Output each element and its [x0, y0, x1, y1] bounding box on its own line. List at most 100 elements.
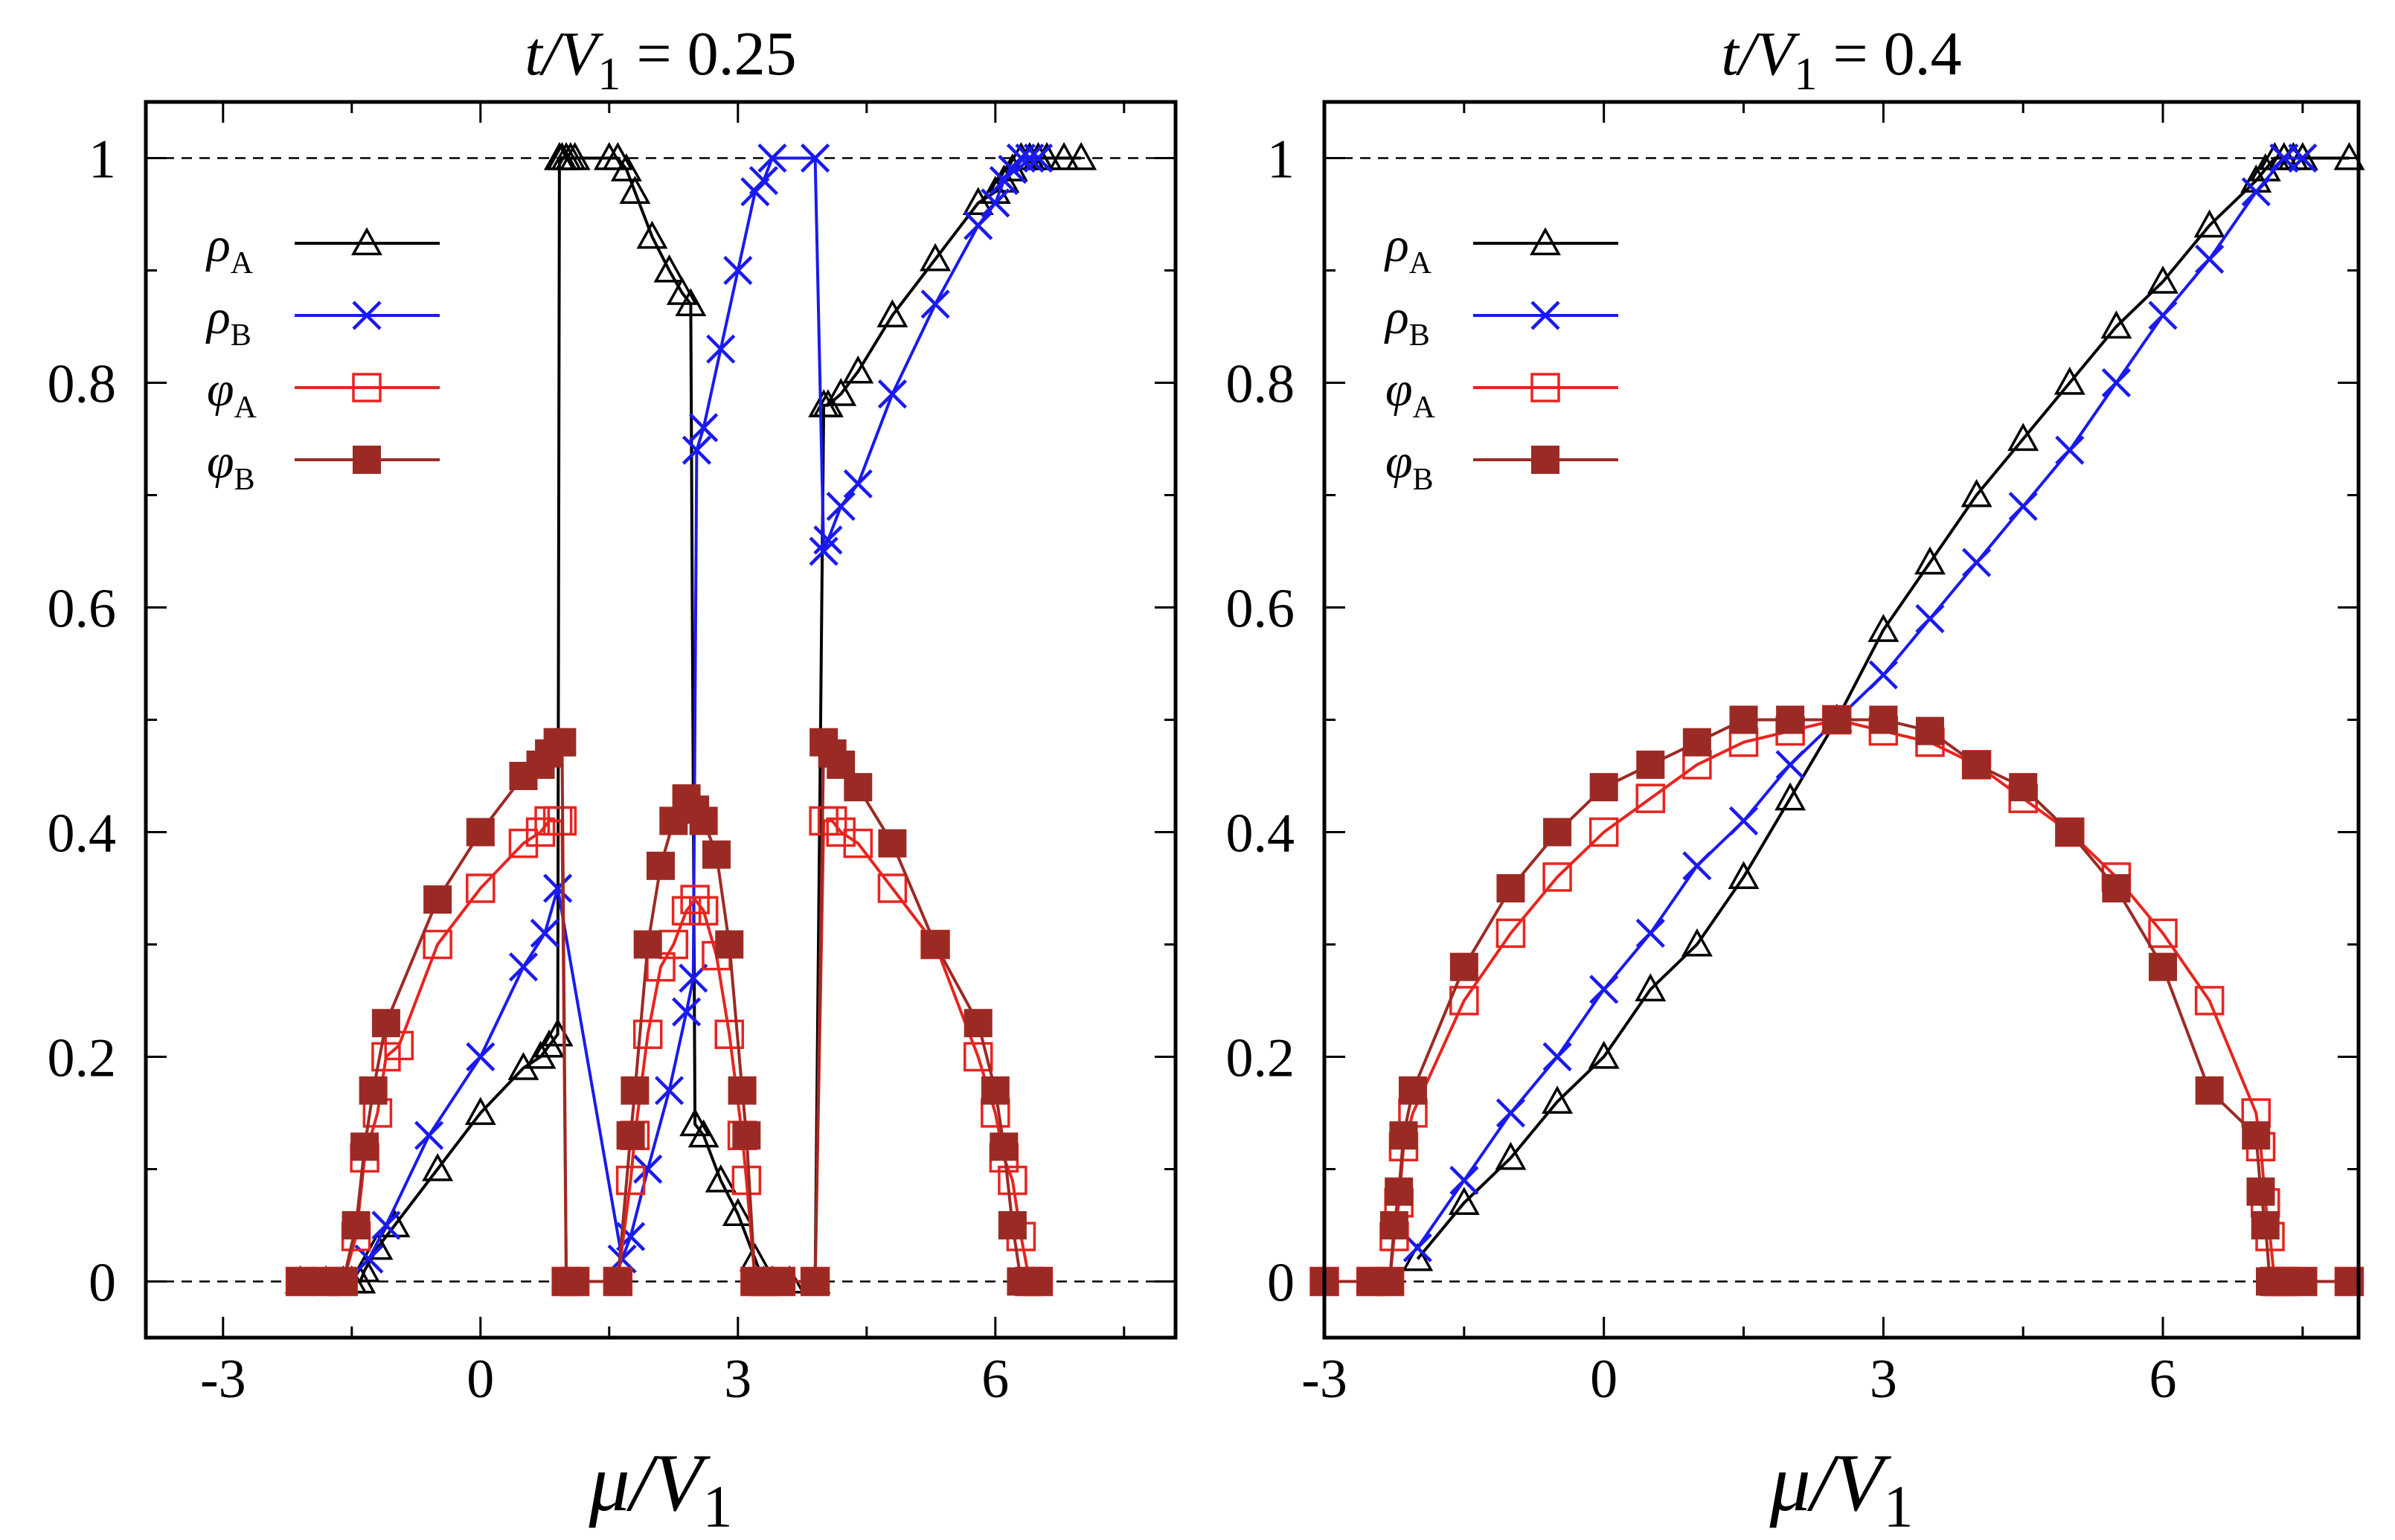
- series-b: [1310, 705, 2364, 1296]
- data-point-b: [1449, 1166, 1479, 1196]
- data-point-b: [423, 885, 452, 914]
- data-point-b: [1962, 750, 1991, 779]
- data-point-a: [2007, 423, 2039, 452]
- data-point-b: [1015, 143, 1045, 173]
- data-point-b: [1728, 806, 1759, 835]
- data-point-b: [801, 143, 830, 173]
- data-point-b: [1389, 1121, 1418, 1150]
- data-point-a: [1495, 1141, 1527, 1170]
- data-point-b: [1495, 1098, 1526, 1128]
- data-point-a: [610, 153, 642, 182]
- data-point-a: [422, 1152, 454, 1181]
- data-point-a: [1588, 1040, 1620, 1069]
- data-point-a: [2193, 209, 2225, 238]
- data-point-b: [964, 1009, 993, 1038]
- data-point-b: [877, 379, 907, 409]
- data-point-a: [963, 1042, 993, 1072]
- x-tick-label: 3: [724, 1349, 751, 1410]
- data-point-b: [1822, 705, 1851, 734]
- y-tick-label: 1: [1267, 129, 1295, 190]
- data-point-b: [359, 1076, 388, 1105]
- data-point-b: [1868, 660, 1898, 690]
- y-tick-label: 0.4: [48, 803, 117, 864]
- y-tick-label: 1: [89, 129, 116, 190]
- legend-label: φA: [1385, 362, 1436, 425]
- data-point-a: [464, 1097, 496, 1126]
- data-point-b: [1543, 818, 1572, 847]
- data-point-b: [702, 840, 731, 869]
- data-point-b: [921, 930, 950, 959]
- data-point-a: [825, 377, 857, 406]
- data-point-a: [1065, 141, 1097, 170]
- data-point-b: [1729, 705, 1758, 734]
- series-b: [286, 728, 1053, 1296]
- legend-marker: [352, 301, 382, 330]
- data-point-b: [1379, 1211, 1408, 1239]
- data-point-a: [2333, 141, 2365, 170]
- data-point-a: [680, 885, 710, 914]
- y-tick-label: 0.8: [48, 354, 117, 415]
- data-point-b: [801, 1267, 830, 1296]
- x-tick-label: -3: [1301, 1349, 1347, 1410]
- data-point-b: [2055, 435, 2085, 465]
- data-point-a: [1774, 782, 1806, 811]
- data-point-b: [843, 469, 873, 498]
- data-point-b: [1775, 750, 1805, 780]
- data-point-b: [1589, 975, 1619, 1004]
- y-tick-label: 0.4: [1226, 803, 1295, 864]
- data-point-b: [1542, 1042, 1572, 1072]
- data-point-b: [466, 1042, 496, 1072]
- series-b: [354, 143, 1054, 1274]
- legend-label: ρA: [1384, 218, 1432, 280]
- data-point-b: [1682, 851, 1712, 881]
- data-point-b: [2246, 1177, 2275, 1206]
- data-point-b: [689, 806, 718, 835]
- data-point-b: [1385, 1177, 1414, 1206]
- data-point-b: [350, 1132, 379, 1161]
- data-point-a: [731, 1165, 762, 1196]
- data-point-a: [714, 1019, 745, 1050]
- data-point-a: [2194, 986, 2225, 1016]
- data-point-a: [1867, 614, 1899, 642]
- legend-label: φB: [207, 434, 255, 497]
- data-point-a: [2053, 366, 2085, 395]
- data-point-b: [2251, 1211, 2280, 1239]
- y-tick-label: 0: [1267, 1253, 1295, 1314]
- x-tick-label: 6: [2149, 1349, 2177, 1410]
- data-point-b: [466, 818, 495, 847]
- data-point-b: [990, 1132, 1019, 1161]
- data-point-b: [616, 1121, 645, 1150]
- data-point-a: [1914, 546, 1946, 575]
- data-point-a: [675, 288, 707, 316]
- data-point-b: [2102, 874, 2131, 902]
- legend-marker: [353, 446, 381, 474]
- data-point-b: [603, 1267, 632, 1296]
- data-point-b: [998, 1211, 1027, 1239]
- data-point-a: [362, 1231, 394, 1260]
- data-point-b: [371, 1210, 401, 1240]
- data-point-a: [508, 828, 539, 859]
- data-point-b: [1635, 918, 1665, 948]
- data-point-a: [2100, 310, 2132, 339]
- data-point-b: [647, 851, 675, 880]
- data-point-a: [619, 176, 651, 204]
- data-point-b: [543, 873, 573, 903]
- data-point-b: [964, 211, 993, 240]
- data-point-b: [1449, 952, 1478, 981]
- legend-marker: [352, 373, 382, 402]
- data-point-b: [1961, 548, 1992, 577]
- data-point-b: [286, 1267, 315, 1296]
- data-point-b: [633, 1154, 663, 1184]
- data-point-a: [615, 1165, 646, 1196]
- data-point-b: [1496, 874, 1525, 902]
- data-point-b: [1682, 728, 1711, 757]
- data-point-a: [705, 1164, 737, 1193]
- data-point-b: [2288, 143, 2318, 173]
- data-point-b: [920, 289, 950, 319]
- y-tick-label: 0.6: [1226, 579, 1295, 640]
- data-point-b: [723, 255, 753, 286]
- y-tick-label: 0.8: [1226, 354, 1295, 415]
- data-point-a: [1402, 1242, 1434, 1271]
- data-point-b: [2288, 1267, 2317, 1296]
- data-point-a: [632, 1019, 663, 1050]
